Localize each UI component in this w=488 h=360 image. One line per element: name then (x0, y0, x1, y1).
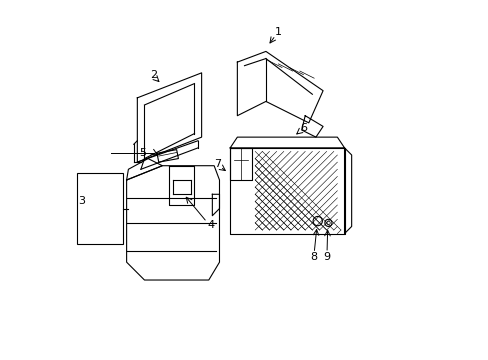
FancyBboxPatch shape (77, 173, 123, 244)
Text: 9: 9 (323, 252, 329, 262)
Text: 6: 6 (299, 123, 306, 133)
Text: 1: 1 (274, 27, 282, 37)
Text: 3: 3 (78, 197, 85, 206)
Text: 5: 5 (139, 148, 146, 158)
Text: 7: 7 (214, 159, 221, 169)
Text: 4: 4 (206, 220, 214, 230)
Text: 8: 8 (309, 252, 316, 262)
Text: 2: 2 (149, 69, 157, 80)
